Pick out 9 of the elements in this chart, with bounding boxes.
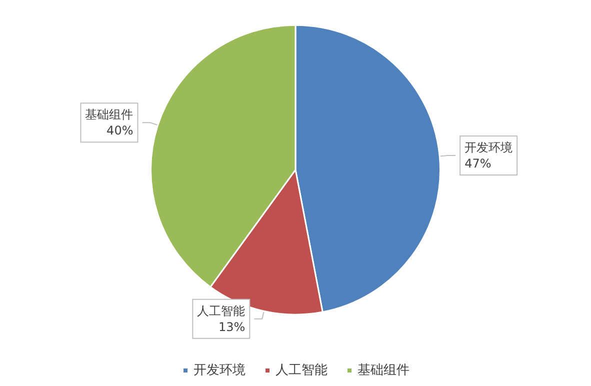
data-label: 13% xyxy=(218,320,246,334)
slice-label: 开发环境 xyxy=(464,140,513,154)
slice-label: 基础组件 xyxy=(85,108,134,122)
data-label: 40% xyxy=(106,124,134,138)
data-label: 47% xyxy=(464,156,492,170)
legend-label: 人工智能 xyxy=(276,363,328,378)
slice-label: 人工智能 xyxy=(197,304,246,318)
legend-label: 开发环境 xyxy=(194,362,246,378)
legend-label: 基础组件 xyxy=(358,363,410,378)
